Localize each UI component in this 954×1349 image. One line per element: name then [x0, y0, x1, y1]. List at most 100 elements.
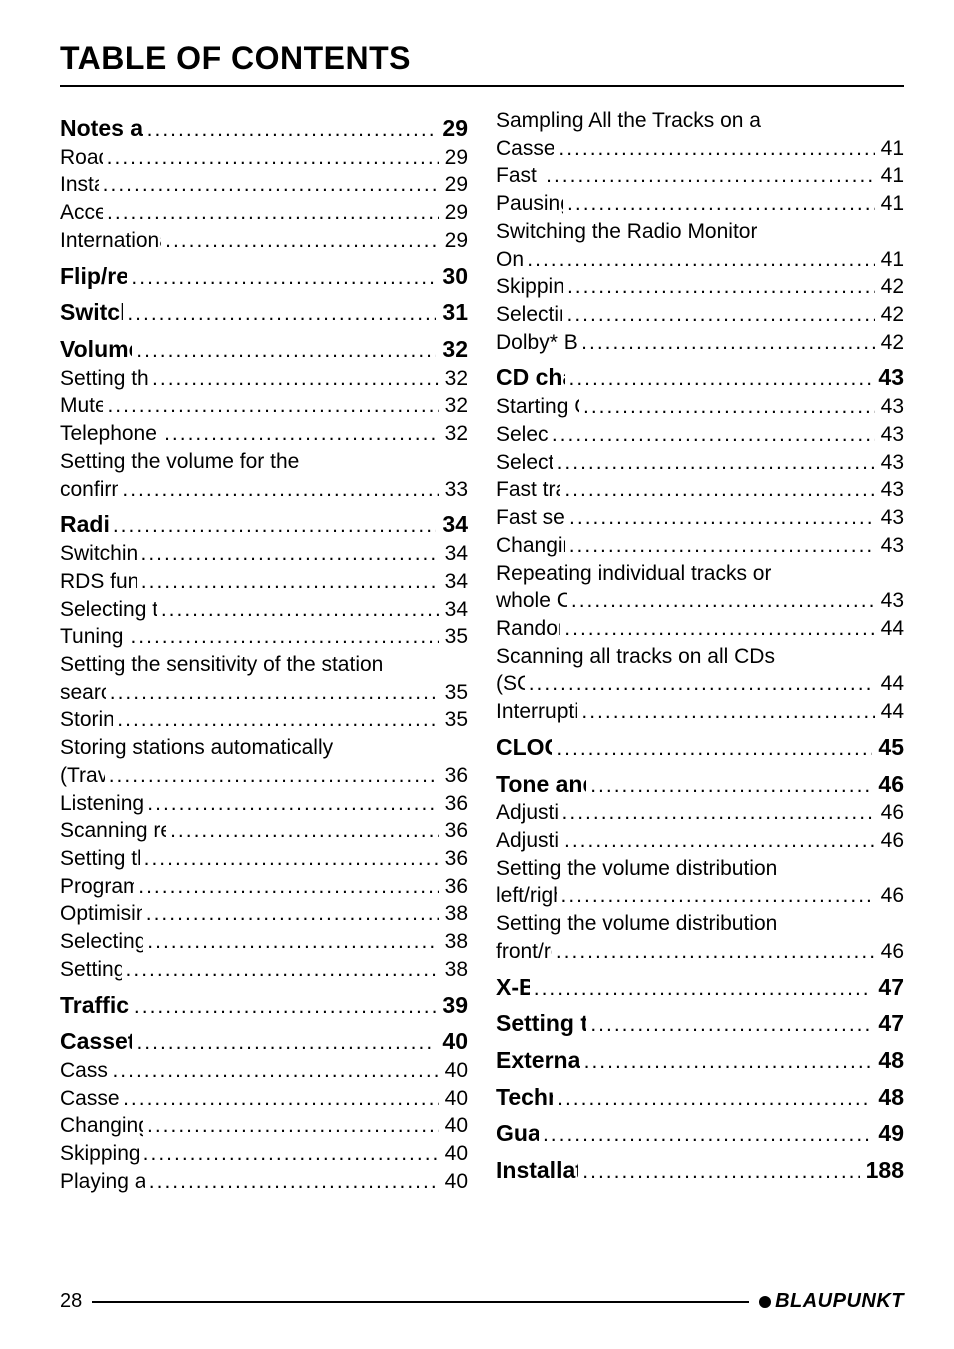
toc-label: Switching to radio mode	[60, 540, 137, 568]
toc-leader-dots	[103, 199, 439, 227]
toc-item: Fast track selection43	[496, 476, 904, 504]
toc-item: Programme type (PTY)36	[60, 873, 468, 901]
toc-continuation: Sampling All the Tracks on a	[496, 107, 904, 135]
toc-leader-dots	[123, 300, 436, 328]
footer-rule: 28 BLAUPUNKT	[60, 1290, 904, 1313]
toc-section: Switching on/off31	[60, 297, 468, 328]
toc-label: Scanning all tracks on all CDs	[496, 643, 775, 671]
toc-label: Setting the scanning time	[60, 845, 140, 873]
toc-page-number: 34	[439, 568, 468, 596]
toc-label: Setting the display	[60, 956, 122, 984]
toc-left-column: Notes and accessories29Road safety29Inst…	[60, 107, 468, 1196]
toc-page-number: 30	[436, 261, 468, 291]
toc-page-number: 38	[439, 928, 468, 956]
toc-label: Technical data	[496, 1082, 553, 1112]
toc-label: left/right (balance)	[496, 882, 557, 910]
toc-label: Playing a Track Repeatedly	[60, 1168, 145, 1196]
toc-item: Setting the display38	[60, 956, 468, 984]
toc-item: Skipping Blank Tape42	[496, 273, 904, 301]
toc-label: Adjusting the bass	[496, 799, 558, 827]
toc-item: Interrupting Play (PAUSE)44	[496, 698, 904, 726]
toc-page-number: 43	[875, 393, 904, 421]
toc-leader-dots	[108, 1057, 438, 1085]
toc-continuation: Repeating individual tracks or	[496, 560, 904, 588]
toc-item: front/rear (fader) 46	[496, 938, 904, 966]
toc-leader-dots	[530, 975, 873, 1003]
toc-section: Traffic information39	[60, 990, 468, 1021]
toc-label: Setting the volume distribution	[496, 910, 777, 938]
toc-columns: Notes and accessories29Road safety29Inst…	[60, 107, 904, 1196]
toc-leader-dots	[132, 1029, 436, 1057]
toc-section: CD changer mode43	[496, 362, 904, 393]
toc-label: Tuning into a station	[60, 623, 126, 651]
toc-page-number: 40	[439, 1057, 468, 1085]
toc-label: Repeating individual tracks or	[496, 560, 771, 588]
toc-label: CD changer mode	[496, 362, 565, 392]
toc-label: Road safety	[60, 144, 103, 172]
toc-page-number: 29	[439, 199, 468, 227]
toc-item: (SCAN)44	[496, 670, 904, 698]
toc-leader-dots	[148, 365, 439, 393]
toc-page-number: 40	[439, 1140, 468, 1168]
toc-page-number: 34	[439, 540, 468, 568]
toc-item: Cassette (SCAN)41	[496, 135, 904, 163]
toc-item: Fast Winding41	[496, 162, 904, 190]
toc-page-number: 46	[872, 769, 904, 799]
toc-item: Tuning into a station35	[60, 623, 468, 651]
toc-leader-dots	[548, 421, 875, 449]
toc-continuation: Scanning all tracks on all CDs	[496, 643, 904, 671]
toc-label: Listening to preset stations	[60, 790, 143, 818]
toc-item: RDS function (AF, REG)34	[60, 568, 468, 596]
toc-label: Cassette Operation	[60, 1026, 132, 1056]
toc-page-number: 36	[439, 762, 468, 790]
toc-item: left/right (balance)46	[496, 882, 904, 910]
toc-leader-dots	[523, 246, 874, 274]
toc-section: Setting the level indicator47	[496, 1008, 904, 1039]
page-footer: 28 BLAUPUNKT	[60, 1290, 904, 1313]
toc-label: Guarantee	[496, 1118, 539, 1148]
toc-section: Radio mode34	[60, 509, 468, 540]
toc-item: (Travelstore)36	[60, 762, 468, 790]
toc-item: Telephone Audio/Navigation Audio32	[60, 420, 468, 448]
toc-page-number: 46	[875, 799, 904, 827]
toc-leader-dots	[579, 393, 875, 421]
toc-page-number: 42	[875, 329, 904, 357]
toc-page-number: 46	[875, 938, 904, 966]
toc-section: Installation instructions188	[496, 1155, 904, 1186]
toc-leader-dots	[118, 476, 438, 504]
toc-page-number: 36	[439, 873, 468, 901]
toc-section: CLOCK - Time45	[496, 732, 904, 763]
toc-page-number: 35	[439, 679, 468, 707]
toc-label: On / off	[496, 246, 523, 274]
toc-leader-dots	[137, 568, 439, 596]
toc-leader-dots	[127, 264, 436, 292]
toc-label: whole CDs (REPEAT)	[496, 587, 567, 615]
toc-leader-dots	[143, 790, 438, 818]
brand-dot-icon	[759, 1296, 771, 1308]
toc-item: Selecting Tape Type42	[496, 301, 904, 329]
toc-item: Pausing During Play41	[496, 190, 904, 218]
toc-page-number: 36	[439, 845, 468, 873]
toc-label: Notes and accessories	[60, 113, 143, 143]
toc-label: Cassette Play	[60, 1057, 108, 1085]
toc-page-number: 32	[439, 365, 468, 393]
toc-continuation: Storing stations automatically	[60, 734, 468, 762]
toc-page-number: 40	[439, 1085, 468, 1113]
toc-label: front/rear (fader)	[496, 938, 552, 966]
toc-leader-dots	[557, 882, 875, 910]
toc-label: Installation instructions	[496, 1155, 578, 1185]
toc-leader-dots	[99, 171, 439, 199]
toc-page-number: 44	[875, 698, 904, 726]
toc-page-number: 32	[439, 392, 468, 420]
toc-item: Mute setting32	[60, 392, 468, 420]
toc-page-number: 44	[875, 615, 904, 643]
toc-label: Cassette (SCAN)	[496, 135, 554, 163]
toc-item: Switching to radio mode 34	[60, 540, 468, 568]
toc-page-number: 49	[872, 1118, 904, 1148]
toc-page-number: 42	[875, 301, 904, 329]
toc-leader-dots	[126, 623, 438, 651]
toc-label: Storing stations	[60, 706, 113, 734]
toc-leader-dots	[140, 845, 439, 873]
toc-label: Switching on/off	[60, 297, 123, 327]
toc-leader-dots	[145, 1168, 439, 1196]
